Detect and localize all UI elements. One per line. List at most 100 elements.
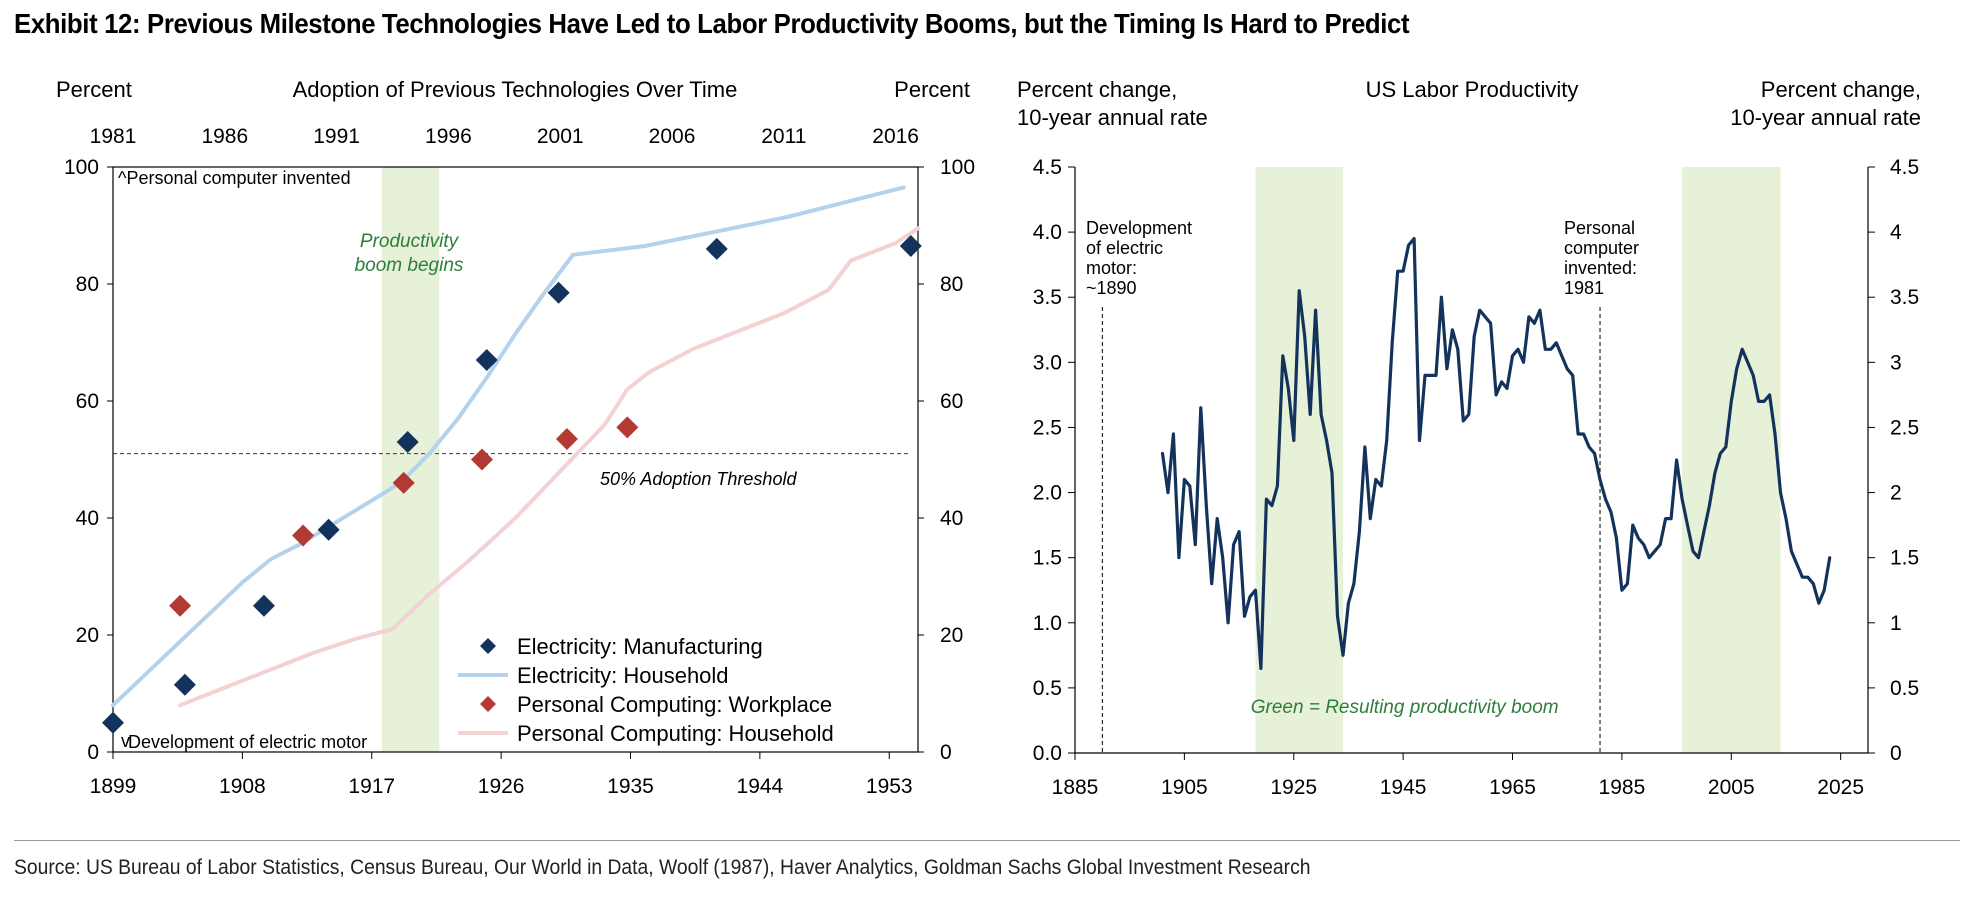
- right-y-tick-label: 20: [940, 624, 963, 647]
- electric-motor-caret: v: [121, 731, 130, 751]
- left-y-tick-label: 60: [76, 390, 99, 413]
- event-marker-label: computer: [1564, 238, 1639, 258]
- right-chart-left-y-tick-label: 1.0: [1033, 612, 1062, 635]
- right-boom-band: [1682, 167, 1781, 753]
- legend-marker: [480, 638, 496, 654]
- series-point-electricity-manufacturing: [547, 281, 570, 304]
- productivity-boom-legend: Green = Resulting productivity boom: [1251, 697, 1559, 718]
- right-x-tick-label: 2025: [1817, 776, 1864, 799]
- legend-entry: Electricity: Household: [517, 663, 729, 688]
- left-y-tick-label: 80: [76, 273, 99, 296]
- exhibit-title: Exhibit 12: Previous Milestone Technolog…: [14, 8, 1410, 39]
- right-chart-right-y-tick-label: 1.5: [1890, 547, 1919, 570]
- right-chart-left-y-tick-label: 2.5: [1033, 416, 1062, 439]
- right-y-tick-label: 100: [940, 156, 975, 179]
- right-chart-right-y-tick-label: 4: [1890, 221, 1902, 244]
- right-y-tick-label: 60: [940, 390, 963, 413]
- right-chart-title: US Labor Productivity: [1366, 77, 1579, 102]
- event-marker-label: Development: [1086, 218, 1192, 238]
- series-point-electricity-manufacturing: [252, 594, 275, 617]
- right-chart-left-y-tick-label: 4.5: [1033, 156, 1062, 179]
- right-chart-right-y-tick-label: 2: [1890, 482, 1902, 505]
- left-boom-band: [381, 167, 440, 752]
- series-point-electricity-manufacturing: [317, 518, 340, 541]
- top-x-tick-label: 2011: [761, 125, 806, 148]
- event-marker-label: Personal: [1564, 218, 1635, 238]
- right-x-tick-label: 1925: [1270, 776, 1317, 799]
- series-point-electricity-manufacturing: [102, 711, 124, 734]
- adoption-threshold-label: 50% Adoption Threshold: [600, 469, 797, 489]
- series-point-personal-computing-workplace: [169, 594, 192, 617]
- series-point-personal-computing-workplace: [470, 448, 493, 471]
- right-y-tick-label: 0: [940, 741, 952, 764]
- left-plot-frame: [112, 166, 919, 753]
- series-line-electricity-household: [111, 185, 906, 708]
- right-chart-left-y-tick-label: 1.5: [1033, 547, 1062, 570]
- pc-invented-annotation: ^Personal computer invented: [118, 168, 351, 188]
- series-point-electricity-manufacturing: [475, 349, 498, 372]
- bottom-x-tick-label: 1926: [478, 775, 525, 798]
- legend-marker: [480, 696, 496, 712]
- right-chart-right-axis-label: 10-year annual rate: [1730, 105, 1921, 130]
- series-point-personal-computing-workplace: [392, 471, 415, 494]
- right-chart-right-y-tick-label: 3: [1890, 351, 1902, 374]
- left-y-tick-label: 40: [76, 507, 99, 530]
- right-chart-right-y-tick-label: 3.5: [1890, 286, 1919, 309]
- bottom-x-tick-label: 1917: [348, 775, 395, 798]
- right-chart-left-y-tick-label: 3.5: [1033, 286, 1062, 309]
- event-marker-label: ~1890: [1086, 278, 1137, 298]
- bottom-x-tick-label: 1899: [90, 775, 137, 798]
- right-axis-label: Percent: [894, 77, 970, 102]
- right-y-tick-label: 80: [940, 273, 963, 296]
- series-point-personal-computing-workplace: [616, 416, 639, 439]
- electric-motor-annotation: Development of electric motor: [128, 732, 367, 752]
- left-y-tick-label: 0: [87, 741, 99, 764]
- left-axis-label: Percent: [56, 77, 132, 102]
- top-x-tick-label: 2001: [537, 125, 584, 148]
- series-point-electricity-manufacturing: [173, 673, 196, 696]
- right-x-tick-label: 1885: [1052, 776, 1099, 799]
- top-x-tick-label: 2016: [872, 125, 919, 148]
- event-marker-label: 1981: [1564, 278, 1604, 298]
- right-chart-right-y-tick-label: 4.5: [1890, 156, 1919, 179]
- series-point-personal-computing-workplace: [555, 428, 578, 451]
- right-chart-right-axis-label: Percent change,: [1761, 77, 1921, 102]
- productivity-boom-label: boom begins: [355, 255, 464, 276]
- series-point-electricity-manufacturing: [705, 237, 728, 260]
- source-note: Source: US Bureau of Labor Statistics, C…: [14, 856, 1311, 879]
- event-marker-label: motor:: [1086, 258, 1137, 278]
- top-x-tick-label: 1991: [313, 125, 360, 148]
- series-point-electricity-manufacturing: [899, 234, 922, 257]
- bottom-x-tick-label: 1953: [866, 775, 913, 798]
- right-x-tick-label: 1945: [1380, 776, 1427, 799]
- legend-entry: Personal Computing: Workplace: [517, 692, 832, 717]
- legend-entry: Personal Computing: Household: [517, 721, 834, 746]
- right-x-tick-label: 2005: [1708, 776, 1755, 799]
- left-chart-title: Adoption of Previous Technologies Over T…: [293, 77, 738, 102]
- bottom-x-tick-label: 1944: [737, 775, 784, 798]
- top-x-tick-label: 1981: [90, 125, 137, 148]
- right-chart-left-y-tick-label: 2.0: [1033, 482, 1062, 505]
- productivity-boom-label: Productivity: [360, 231, 460, 252]
- event-marker-label: invented:: [1564, 258, 1637, 278]
- left-y-tick-label: 100: [64, 156, 99, 179]
- productivity-line: [1160, 237, 1832, 670]
- series-line-personal-computing-household: [178, 226, 920, 708]
- right-chart-left-axis-label: Percent change,: [1017, 77, 1177, 102]
- left-y-tick-label: 20: [76, 624, 99, 647]
- bottom-x-tick-label: 1908: [219, 775, 266, 798]
- right-chart-right-y-tick-label: 1: [1890, 612, 1902, 635]
- top-x-tick-label: 1986: [201, 125, 248, 148]
- right-chart-left-y-tick-label: 0.0: [1033, 742, 1062, 765]
- series-point-electricity-manufacturing: [396, 430, 419, 453]
- legend-entry: Electricity: Manufacturing: [517, 634, 763, 659]
- series-point-personal-computing-workplace: [292, 524, 315, 547]
- right-x-tick-label: 1905: [1161, 776, 1208, 799]
- right-chart-left-axis-label: 10-year annual rate: [1017, 105, 1208, 130]
- right-x-tick-label: 1965: [1489, 776, 1536, 799]
- event-marker-label: of electric: [1086, 238, 1163, 258]
- bottom-x-tick-label: 1935: [607, 775, 654, 798]
- right-chart-left-y-tick-label: 3.0: [1033, 351, 1062, 374]
- top-x-tick-label: 1996: [425, 125, 472, 148]
